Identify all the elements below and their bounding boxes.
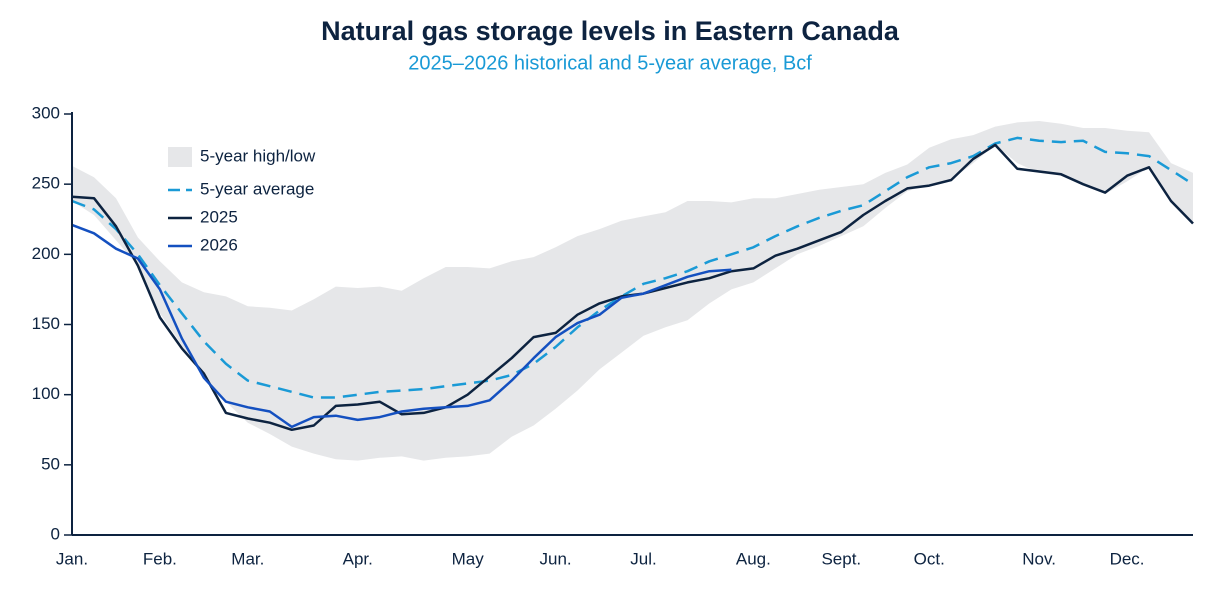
x-tick-label: Jul. xyxy=(630,549,656,568)
y-tick-label: 100 xyxy=(32,384,60,403)
legend-label: 5-year average xyxy=(200,179,314,198)
y-tick-label: 50 xyxy=(41,454,60,473)
y-tick-label: 0 xyxy=(51,524,60,543)
y-tick-label: 200 xyxy=(32,244,60,263)
series-line xyxy=(71,136,1194,399)
chart-subtitle: 2025–2026 historical and 5-year average,… xyxy=(408,52,812,74)
legend-label: 5-year high/low xyxy=(200,146,316,165)
x-tick-label: Sept. xyxy=(821,549,861,568)
x-tick-label: Jun. xyxy=(539,549,571,568)
x-tick-label: Nov. xyxy=(1022,549,1056,568)
chart-title: Natural gas storage levels in Eastern Ca… xyxy=(321,16,900,46)
x-tick-label: Apr. xyxy=(343,549,373,568)
x-tick-label: Oct. xyxy=(914,549,945,568)
legend-label: 2025 xyxy=(200,207,238,226)
x-tick-label: Mar. xyxy=(231,549,264,568)
x-tick-label: Jan. xyxy=(56,549,88,568)
y-tick-label: 300 xyxy=(32,103,60,122)
legend-label: 2026 xyxy=(200,235,238,254)
legend-swatch xyxy=(168,147,192,167)
y-tick-label: 150 xyxy=(32,314,60,333)
x-tick-label: Feb. xyxy=(143,549,177,568)
y-tick-label: 250 xyxy=(32,174,60,193)
series-line xyxy=(71,223,732,429)
x-tick-label: Aug. xyxy=(736,549,771,568)
x-tick-label: Dec. xyxy=(1110,549,1145,568)
x-tick-label: May xyxy=(452,549,485,568)
